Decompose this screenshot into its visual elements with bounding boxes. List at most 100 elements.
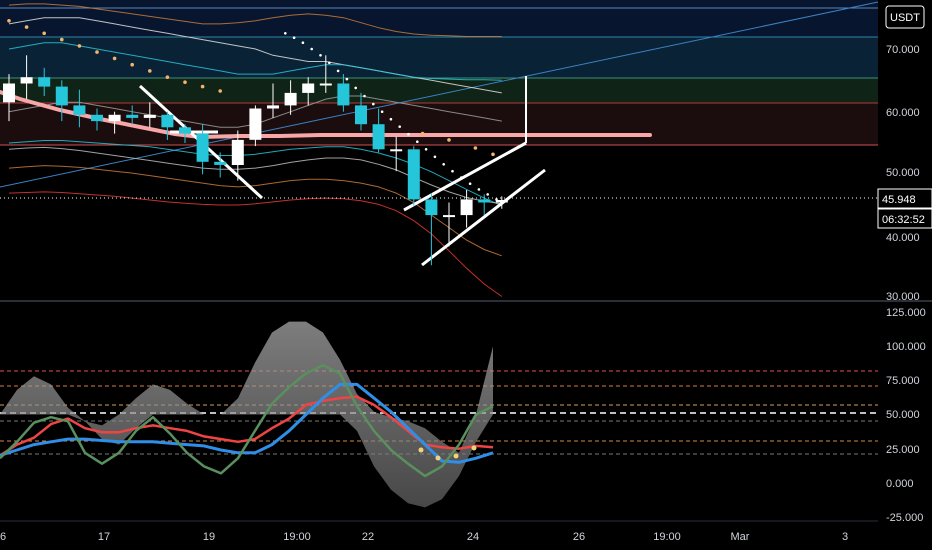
oscillator-axis[interactable]: 125.000 100.000 75.000 50.000 25.000 0.0… [886, 307, 926, 524]
candle-down [372, 124, 385, 150]
psar-dot [363, 94, 366, 98]
price-tick-label: 50.000 [886, 167, 920, 179]
candle-down [425, 199, 438, 216]
psar-dot [372, 102, 375, 106]
price-tick-label: 70.000 [886, 44, 920, 56]
signal-dot [435, 455, 441, 461]
psar-dot [424, 148, 428, 151]
signal-dot [471, 445, 477, 451]
psar-dot [60, 37, 64, 42]
time-tick-label: 17 [98, 531, 110, 543]
psar-dot [380, 110, 384, 113]
price-axis[interactable]: USDT 70.000 60.000 50.000 40.000 30.000 … [877, 5, 932, 303]
psar-dot [310, 47, 314, 51]
oscillator-lines [0, 364, 494, 478]
signal-dot [453, 453, 459, 459]
candle-up [460, 199, 473, 216]
psar-dot [491, 152, 495, 157]
psar-dot [218, 89, 222, 93]
oscillator-band [0, 321, 493, 508]
osc-tick-label: 0.000 [886, 478, 914, 490]
countdown-label: 06:32:52 [882, 214, 925, 226]
candle-down [126, 114, 139, 118]
psar-dot [451, 169, 454, 173]
psar-dot [442, 163, 446, 166]
psar-dot [420, 131, 425, 136]
time-tick-label: 19:00 [283, 531, 311, 543]
drawn-wedge-lower [421, 168, 546, 267]
band-line [8, 3, 502, 37]
psar-dot [486, 193, 490, 196]
candle-up [108, 114, 121, 122]
currency-label-box[interactable] [885, 5, 925, 29]
psar-dots [7, 19, 498, 201]
psar-dot [95, 50, 99, 54]
psar-dot [447, 138, 451, 142]
candle-down [407, 149, 420, 200]
psar-dot [112, 56, 117, 61]
price-tick-label: 40.000 [886, 232, 920, 244]
last-price-label: 45.948 [882, 194, 916, 206]
time-tick-label: Mar [731, 531, 750, 543]
price-tick-label: 60.000 [886, 107, 920, 119]
osc-tick-label: 75.000 [886, 375, 920, 387]
time-tick-label: 24 [467, 531, 479, 543]
psar-dot [130, 62, 134, 67]
psar-dot [345, 77, 349, 81]
candle-down [73, 105, 86, 115]
candles [3, 55, 508, 266]
psar-dot [165, 75, 170, 79]
oscillator-blue-line [0, 382, 494, 464]
zone-blue [0, 37, 878, 78]
osc-tick-label: 25.000 [886, 444, 920, 456]
time-tick-label: 3 [842, 531, 848, 543]
candle-down [179, 127, 191, 134]
candle-up [390, 149, 403, 152]
time-tick-label: 26 [573, 531, 585, 543]
psar-dot [354, 86, 358, 90]
candle-down [337, 83, 350, 106]
psar-dot [328, 61, 331, 65]
psar-dot [42, 31, 46, 36]
psar-dot [7, 19, 11, 23]
candle-up [443, 215, 455, 218]
candle-up [143, 114, 156, 118]
candle-down [91, 114, 103, 122]
psar-dot [292, 36, 296, 39]
candle-up [319, 83, 332, 86]
diagonal-trendline [0, 1, 879, 188]
psar-dot [460, 176, 463, 179]
price-pane[interactable]: USDT 70.000 60.000 50.000 40.000 30.000 … [0, 0, 932, 303]
candle-down [355, 105, 367, 125]
candle-up [20, 77, 33, 84]
candle-up [284, 92, 297, 106]
band-line [8, 17, 502, 94]
osc-tick-label: 125.000 [886, 307, 926, 319]
osc-tick-label: -25.000 [886, 512, 923, 524]
psar-dot [398, 125, 402, 128]
countdown-box [877, 208, 932, 229]
time-tick-label: 6 [0, 531, 6, 543]
psar-dot [407, 132, 410, 136]
candle-down [214, 161, 227, 165]
psar-dot [468, 182, 472, 185]
psar-dot [77, 44, 82, 48]
psar-dot [24, 25, 29, 29]
candle-down [196, 133, 209, 162]
psar-dot [416, 140, 419, 143]
candle-up [267, 105, 279, 109]
band-line [8, 165, 502, 257]
oscillator-pane[interactable]: 125.000 100.000 75.000 50.000 25.000 0.0… [0, 307, 926, 524]
time-tick-label: 19:00 [653, 531, 681, 543]
psar-dot [433, 155, 437, 159]
time-axis[interactable]: 6 17 19 19:00 22 24 26 19:00 Mar 3 [0, 520, 878, 543]
psar-dot [284, 32, 287, 35]
psar-dot [301, 41, 305, 44]
candle-up [231, 139, 244, 165]
candle-up [249, 108, 262, 140]
zone-top-dark-blue [0, 0, 878, 37]
band-line [8, 42, 502, 81]
candle-up [495, 200, 508, 203]
time-tick-label: 22 [362, 531, 374, 543]
